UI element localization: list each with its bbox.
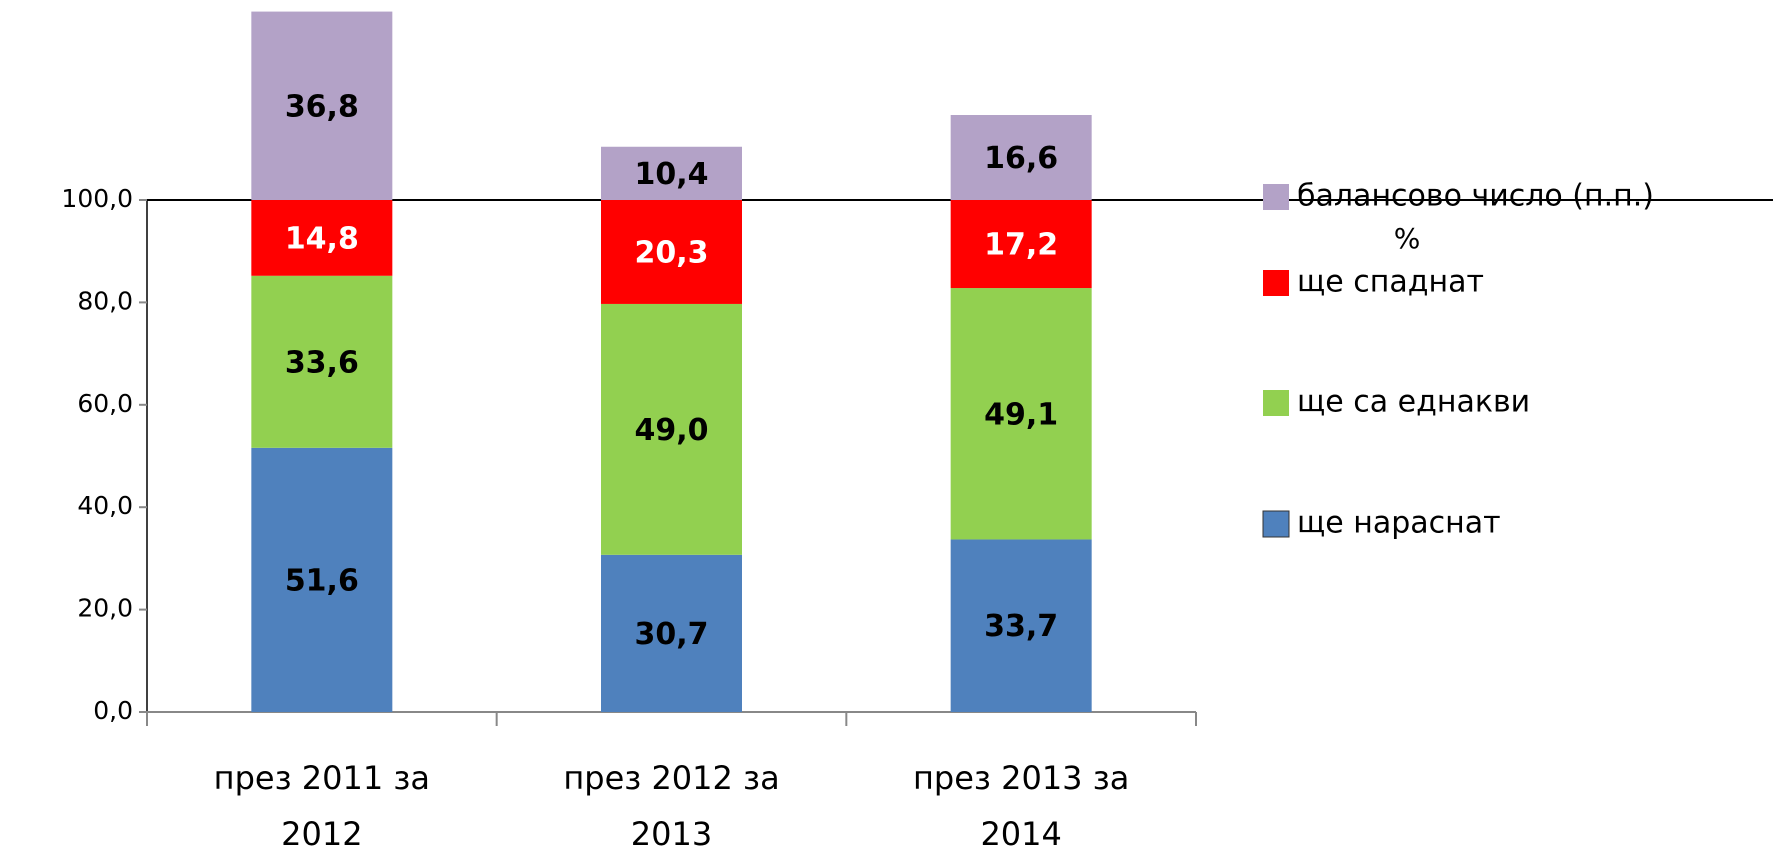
bar-segment — [950, 200, 1092, 289]
bar-segment — [601, 554, 742, 712]
legend-label: ще са еднакви — [1297, 385, 1530, 420]
value-label: 16,6 — [984, 141, 1058, 176]
value-label: 14,8 — [285, 221, 359, 256]
value-label: 30,7 — [634, 617, 708, 652]
legend-label: ще спаднат — [1297, 265, 1484, 300]
bar-segment — [251, 447, 393, 712]
bar-segment — [601, 146, 742, 200]
x-tick-label: през 2012 за 2013 — [563, 759, 780, 853]
bar-segment — [251, 200, 393, 276]
legend-swatch — [1263, 390, 1289, 416]
value-label: 33,6 — [285, 345, 359, 380]
value-label: 10,4 — [634, 157, 708, 192]
bar-segment — [950, 539, 1092, 712]
y-tick-label: 100,0 — [61, 184, 133, 213]
y-tick-label: 0,0 — [93, 696, 133, 725]
legend-label: балансово число (п.п.) — [1297, 179, 1654, 214]
x-tick-label: през 2013 за 2014 — [912, 759, 1130, 853]
bar-segment — [601, 200, 742, 304]
value-label: 49,1 — [984, 397, 1058, 432]
y-tick-label: 20,0 — [77, 594, 133, 623]
legend-swatch — [1262, 510, 1290, 538]
annotation: % — [1394, 222, 1421, 255]
bar-segment — [251, 11, 393, 200]
bar-segment — [950, 115, 1092, 200]
legend-swatch — [1263, 270, 1289, 296]
bar-segment — [251, 275, 393, 448]
value-label: 49,0 — [634, 413, 708, 448]
value-label: 20,3 — [634, 235, 708, 270]
x-tick-label: през 2011 за 2012 — [213, 759, 430, 853]
bar-segment — [950, 288, 1092, 540]
value-label: 51,6 — [285, 563, 359, 598]
y-tick-label: 60,0 — [77, 389, 133, 418]
value-label: 36,8 — [285, 89, 359, 124]
legend-swatch — [1263, 184, 1289, 210]
bar-segment — [601, 303, 742, 555]
legend-label: ще нараснат — [1297, 506, 1501, 541]
value-label: 17,2 — [984, 228, 1058, 263]
value-label: 33,7 — [984, 609, 1058, 644]
y-tick-label: 80,0 — [77, 286, 133, 315]
y-tick-label: 40,0 — [77, 491, 133, 520]
